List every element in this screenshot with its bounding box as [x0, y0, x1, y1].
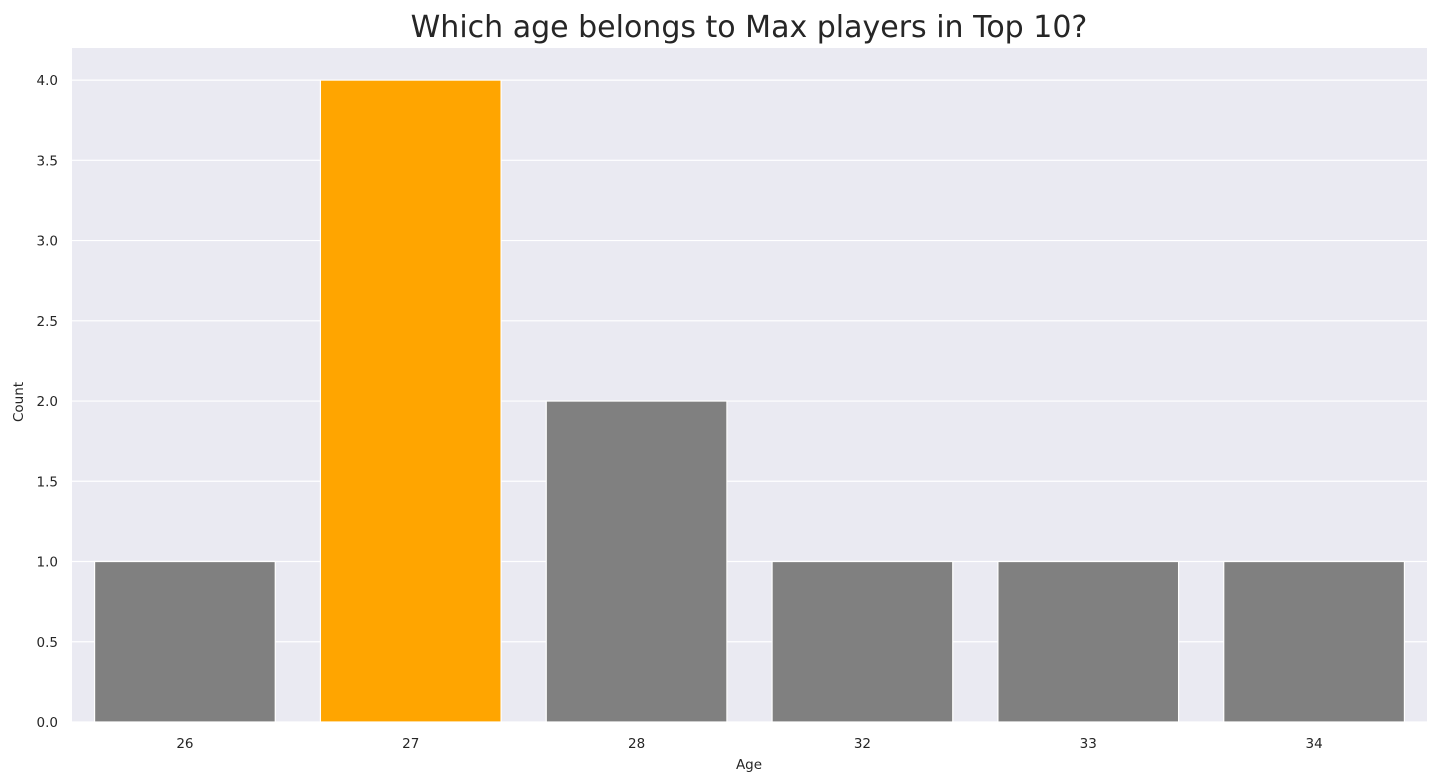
x-tick-label: 26 [176, 736, 193, 752]
bar-age-32 [771, 560, 954, 723]
y-tick-label: 3.5 [37, 153, 58, 169]
y-tick-label: 2.5 [37, 314, 58, 330]
x-tick-label: 27 [402, 736, 419, 752]
bars [93, 79, 1406, 723]
y-tick-label: 4.0 [37, 73, 58, 89]
y-tick-labels: 0.0 0.5 1.0 1.5 2.0 2.5 3.0 3.5 4.0 [37, 73, 58, 731]
y-tick-label: 0.0 [37, 715, 58, 731]
x-tick-label: 34 [1305, 736, 1322, 752]
bar-age-26 [93, 560, 276, 723]
x-tick-labels: 26 27 28 32 33 34 [176, 736, 1322, 752]
y-tick-label: 1.5 [37, 474, 58, 490]
x-tick-label: 33 [1080, 736, 1097, 752]
bar-age-27 [319, 79, 502, 723]
y-tick-label: 2.0 [37, 394, 58, 410]
bar-age-28 [545, 400, 728, 723]
x-axis-label: Age [736, 757, 762, 773]
bar-age-34 [1223, 560, 1406, 723]
x-tick-label: 32 [854, 736, 871, 752]
y-tick-label: 1.0 [37, 555, 58, 571]
x-tick-label: 28 [628, 736, 645, 752]
bar-age-33 [997, 560, 1180, 723]
chart-title: Which age belongs to Max players in Top … [411, 10, 1088, 45]
y-axis-label: Count [11, 382, 27, 422]
y-tick-label: 3.0 [37, 234, 58, 250]
gridlines [72, 79, 1427, 723]
y-tick-label: 0.5 [37, 635, 58, 651]
